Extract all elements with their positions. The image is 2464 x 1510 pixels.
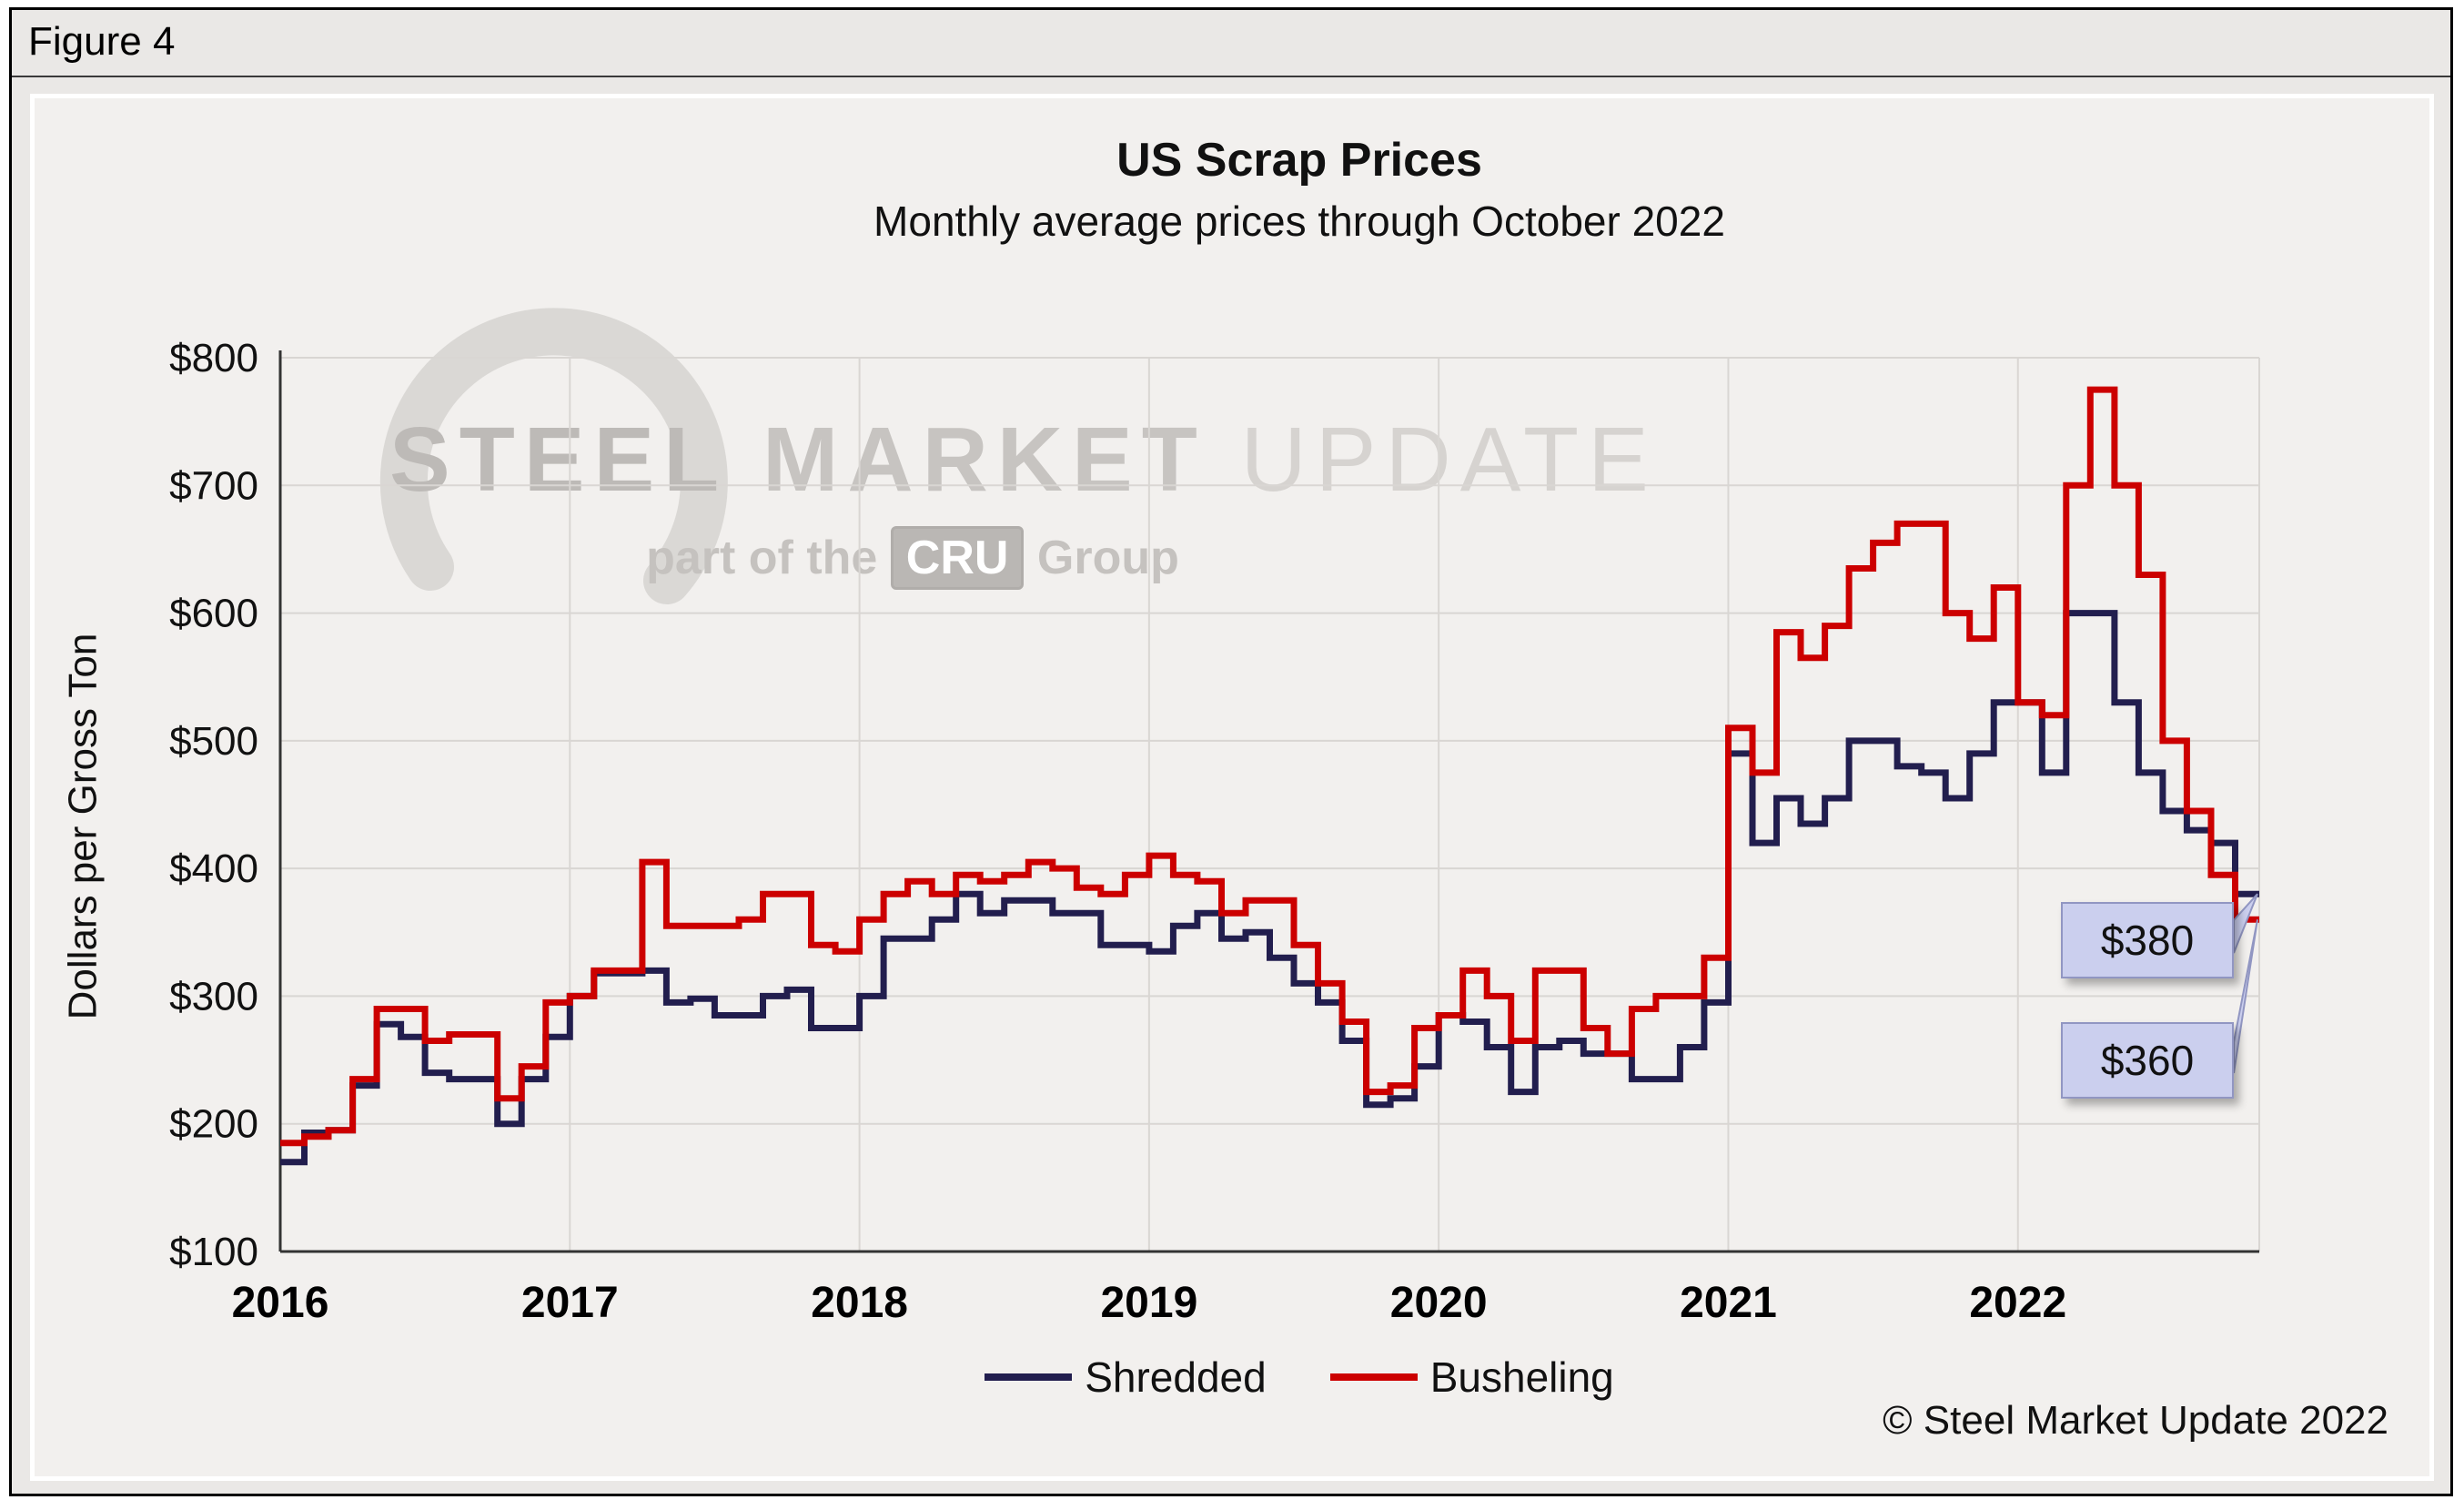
svg-text:$700: $700 [169, 463, 258, 508]
svg-text:2018: 2018 [811, 1279, 908, 1327]
svg-text:$200: $200 [169, 1102, 258, 1147]
svg-text:$100: $100 [169, 1230, 258, 1274]
watermark-cru-logo: CRU [890, 526, 1025, 590]
watermark-part-prefix: part of the [646, 532, 891, 584]
callout-busheling-label: $360 [2100, 1037, 2195, 1084]
watermark-update: UPDATE [1206, 409, 1658, 511]
chart-title: US Scrap Prices [1116, 134, 1482, 187]
svg-text:2019: 2019 [1100, 1279, 1197, 1327]
callout-shredded-label: $380 [2100, 917, 2195, 964]
svg-text:2022: 2022 [1969, 1279, 2066, 1327]
watermark-text-line1: STEEL MARKET UPDATE [389, 408, 1658, 512]
svg-text:2016: 2016 [232, 1279, 329, 1327]
y-axis-title: Dollars per Gross Ton [51, 371, 115, 1282]
copyright-text: © Steel Market Update 2022 [1883, 1398, 2388, 1443]
y-axis-title-text: Dollars per Gross Ton [60, 633, 105, 1020]
svg-text:$300: $300 [169, 974, 258, 1018]
svg-text:$800: $800 [169, 336, 258, 380]
watermark-steel: STEEL [389, 409, 729, 511]
figure-frame: Figure 4 US Scrap Prices Monthly average… [9, 7, 2453, 1496]
legend-item-busheling: Busheling [1329, 1353, 1614, 1402]
callout-busheling-price: $360 [2061, 1022, 2234, 1099]
series-line-shredded [280, 610, 2259, 1166]
chart-subtitle: Monthly average prices through October 2… [874, 198, 1725, 245]
legend-label-busheling: Busheling [1429, 1353, 1614, 1401]
svg-text:2017: 2017 [521, 1279, 619, 1327]
header-divider [12, 76, 2450, 77]
legend-label-shredded: Shredded [1085, 1353, 1267, 1401]
svg-text:2020: 2020 [1390, 1279, 1488, 1327]
series-line-busheling [280, 386, 2259, 1147]
svg-text:$500: $500 [169, 719, 258, 764]
legend-swatch-busheling [1329, 1373, 1418, 1381]
callout-shredded-price: $380 [2061, 902, 2234, 978]
svg-text:$600: $600 [169, 592, 258, 636]
price-chart: $100 $200 $300 $400 $500 $600 $700 $800 2016 2017… [169, 336, 2260, 1327]
legend-item-shredded: Shredded [985, 1353, 1267, 1402]
watermark-text-line2: part of the CRU Group [389, 526, 1436, 590]
watermark-market: MARKET [728, 409, 1207, 511]
chart-panel: US Scrap Prices Monthly average prices t… [30, 94, 2434, 1481]
watermark-part-suffix: Group [1024, 532, 1179, 584]
svg-text:$400: $400 [169, 846, 258, 891]
legend-swatch-shredded [985, 1373, 1073, 1381]
figure-label: Figure 4 [28, 19, 176, 64]
chart-legend: Shredded Busheling [308, 1353, 2291, 1402]
svg-text:2021: 2021 [1680, 1279, 1777, 1327]
